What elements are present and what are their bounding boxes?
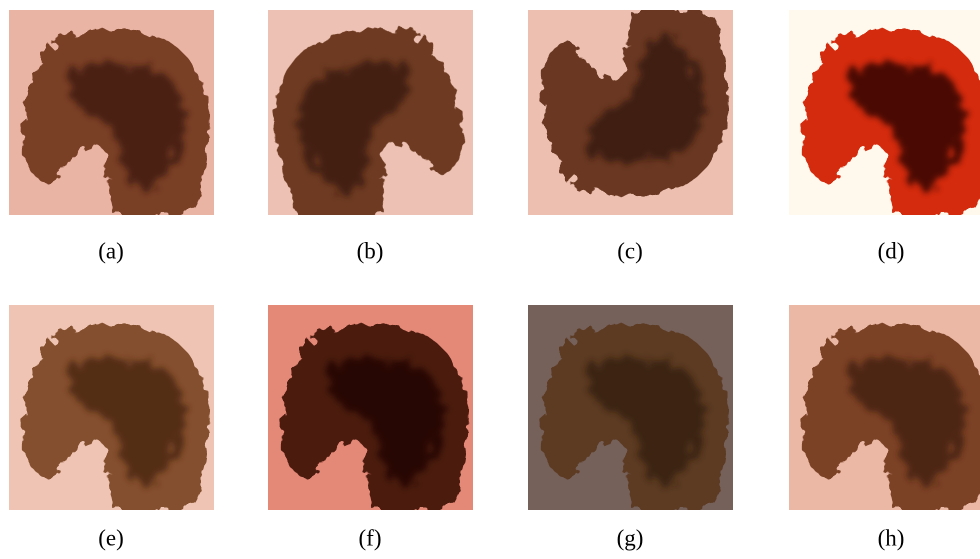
image-panel: [9, 10, 214, 215]
image-panel: [268, 305, 473, 510]
panel-label: (b): [357, 238, 384, 263]
panel-label: (a): [98, 238, 124, 263]
image-panel: [528, 305, 733, 510]
panel-label: (e): [98, 525, 124, 550]
image-panel: [528, 10, 733, 215]
page: (a)(b)(c)(d)(e)(f)(g)(h) (() => { const …: [0, 0, 980, 559]
panel-label: (h): [878, 525, 905, 550]
image-panel: [262, 10, 473, 228]
figure: (a) (b) (c) (d) (e) (f) (g) (h): [0, 0, 980, 559]
image-panel: [9, 305, 214, 510]
image-panel: [789, 305, 980, 510]
panel-label: (c): [617, 238, 643, 263]
panel-label: (g): [617, 525, 644, 550]
panel-label: (d): [878, 238, 905, 263]
image-panel: [789, 10, 980, 215]
panel-label: (f): [359, 525, 382, 550]
